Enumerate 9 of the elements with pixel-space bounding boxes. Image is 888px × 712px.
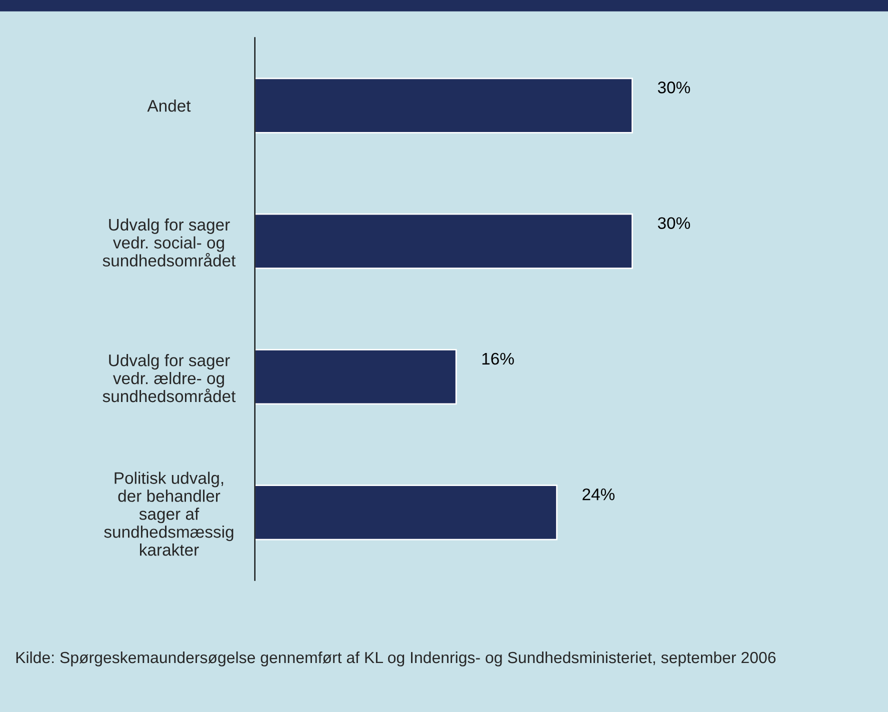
data-label: 30% xyxy=(658,82,690,94)
y-tick-label: Politisk udvalg, der behandler sager af sundhedsmæssig karakter xyxy=(104,472,234,556)
data-label: 16% xyxy=(482,352,514,365)
y-tick-label: Udvalg for sager vedr. ældre- og sundhedsområdet xyxy=(102,354,236,402)
y-tick-label: Udvalg for sager vedr. social- og sundhedsområdet xyxy=(102,218,236,267)
y-tick-label: Andet xyxy=(147,100,191,112)
text: Kilde: Spørgeskemaundersøgelse gennemført af KL og Indenrigs- og Sundhedsministeriet, september 2006 xyxy=(16,651,776,666)
data-label: 30% xyxy=(658,217,690,229)
data-label: 24% xyxy=(582,488,615,500)
